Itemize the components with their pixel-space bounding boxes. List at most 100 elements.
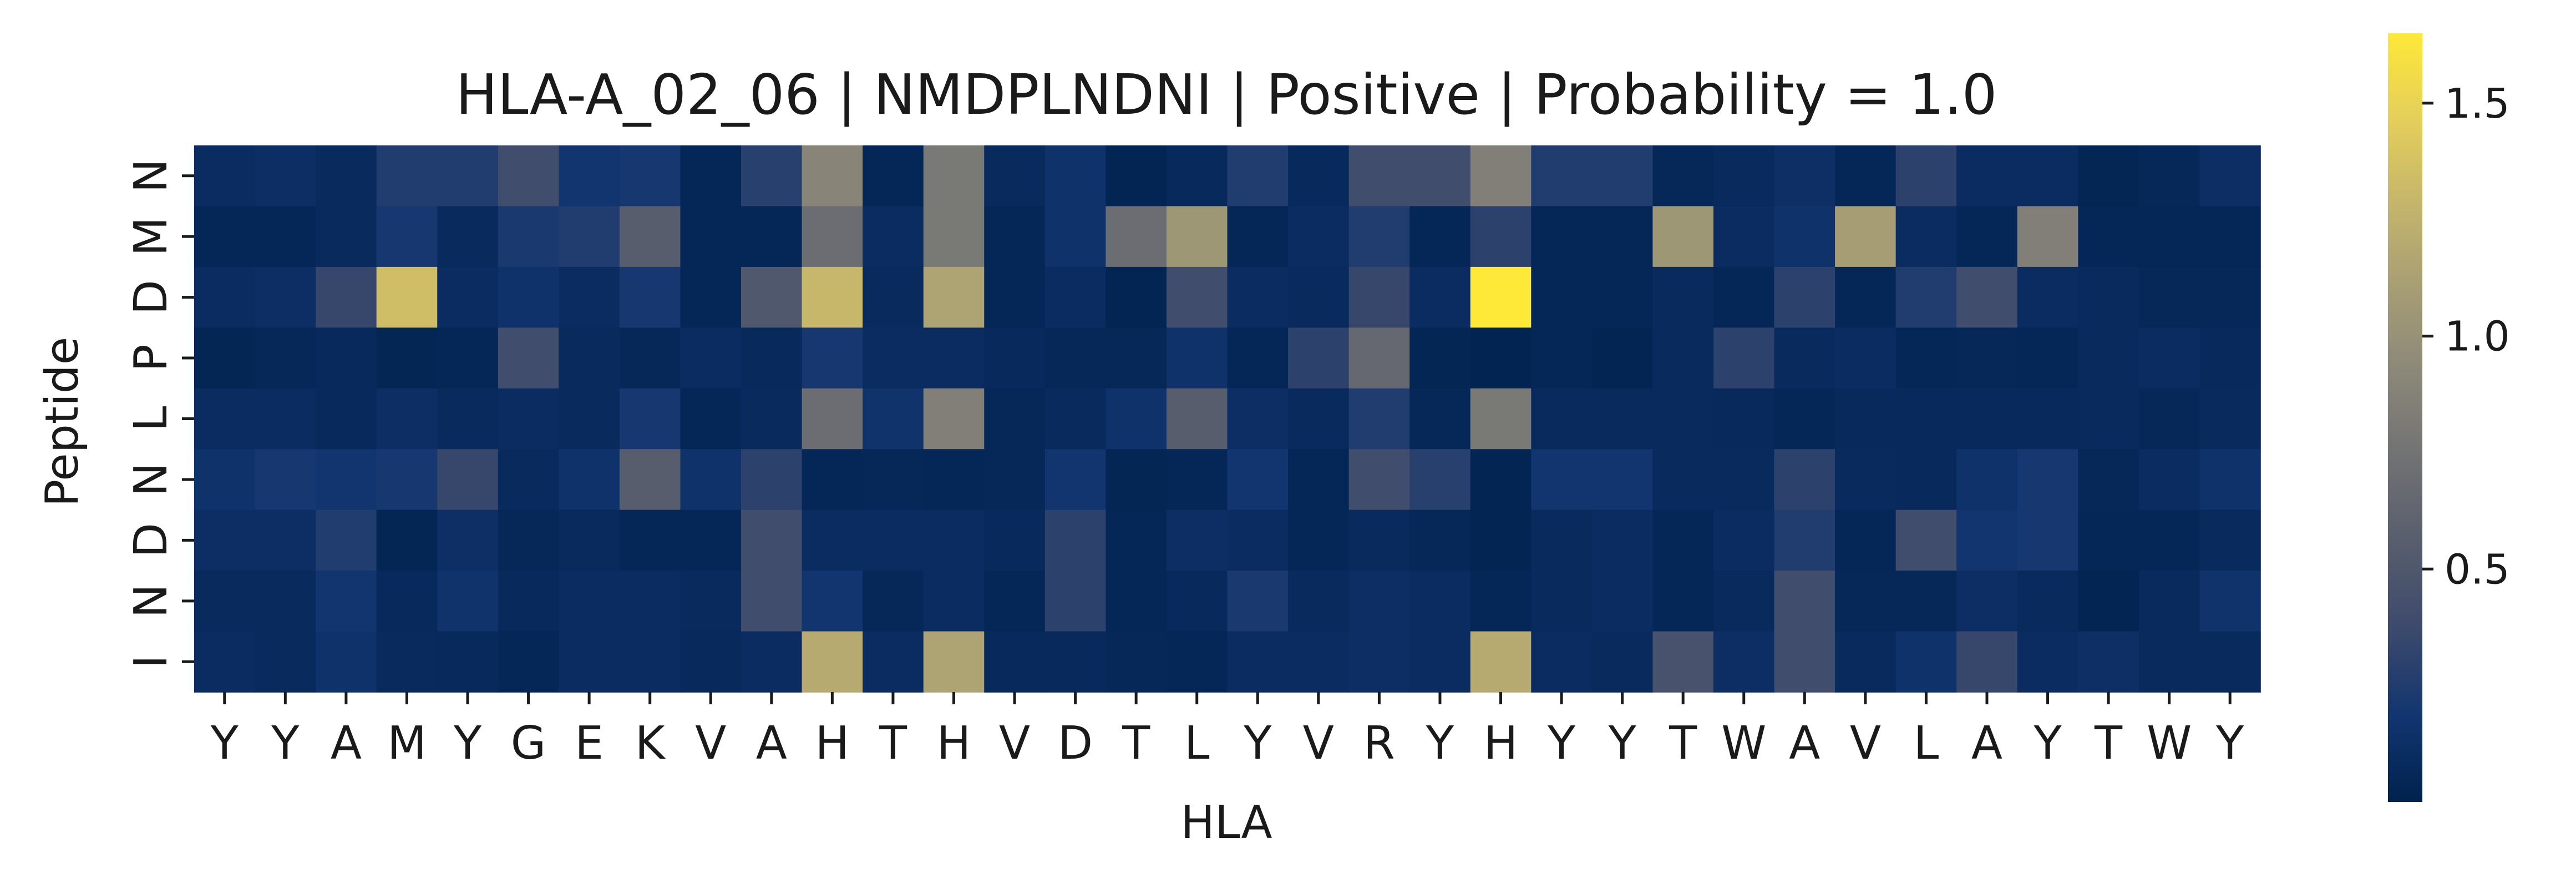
heatmap-cell — [2078, 206, 2139, 268]
heatmap-cell — [1409, 509, 1471, 571]
heatmap-cell — [559, 327, 620, 389]
y-tick-label: D — [125, 523, 178, 558]
heatmap-cell — [2017, 388, 2079, 450]
heatmap-cell — [1409, 145, 1471, 207]
x-tick-label: K — [635, 717, 666, 770]
heatmap-cell — [1166, 449, 1228, 511]
heatmap-cell — [316, 388, 377, 450]
heatmap-cell — [1895, 449, 1958, 511]
heatmap-cell — [680, 631, 742, 693]
heatmap-cell — [984, 266, 1046, 329]
heatmap-cell — [2078, 388, 2139, 450]
x-tick-label: H — [1484, 717, 1518, 770]
heatmap-cell — [1166, 206, 1228, 268]
heatmap-cell — [863, 206, 924, 268]
heatmap-cell — [2199, 327, 2261, 389]
heatmap-cell — [1409, 388, 1471, 450]
heatmap-cell — [1044, 327, 1107, 389]
heatmap-cell — [1774, 388, 1835, 450]
heatmap-cell — [1531, 206, 1593, 268]
heatmap-cell — [2138, 509, 2200, 571]
x-tick-label: A — [1789, 717, 1820, 770]
heatmap-cell — [1956, 145, 2018, 207]
heatmap-cell — [2017, 449, 2079, 511]
heatmap-cell — [1774, 449, 1835, 511]
heatmap-cell — [619, 388, 681, 450]
heatmap-cell — [194, 388, 256, 450]
heatmap-cell — [802, 145, 863, 207]
heatmap-cell — [1409, 206, 1471, 268]
heatmap-cell — [923, 388, 985, 450]
heatmap-cell — [1227, 388, 1289, 450]
heatmap-cell — [863, 571, 924, 632]
heatmap-cell — [376, 327, 438, 389]
heatmap-cell — [376, 266, 438, 329]
heatmap-cell — [1470, 571, 1532, 632]
heatmap-cell — [1348, 571, 1410, 632]
heatmap-cell — [376, 509, 438, 571]
heatmap-cell — [1774, 145, 1835, 207]
colorbar-tick-label: 0.5 — [2445, 546, 2510, 593]
heatmap-cell — [1227, 571, 1289, 632]
heatmap-cell — [1227, 509, 1289, 571]
heatmap-cell — [437, 571, 499, 632]
heatmap-cell — [923, 631, 985, 693]
heatmap-cell — [2138, 206, 2200, 268]
heatmap-cell — [1531, 388, 1593, 450]
heatmap-cell — [923, 327, 985, 389]
heatmap-cell — [1166, 631, 1228, 693]
heatmap-cell — [376, 631, 438, 693]
heatmap-cell — [923, 206, 985, 268]
heatmap-cell — [2017, 509, 2079, 571]
heatmap-cell — [1895, 388, 1958, 450]
x-tick-label: H — [937, 717, 971, 770]
heatmap-cell — [1531, 571, 1593, 632]
heatmap-cell — [680, 388, 742, 450]
y-tick-label: N — [125, 462, 178, 496]
heatmap-cell — [1106, 327, 1167, 389]
heatmap-cell — [1227, 206, 1289, 268]
heatmap-cell — [1106, 449, 1167, 511]
x-tick-label: L — [1914, 717, 1939, 770]
heatmap-cell — [1288, 631, 1350, 693]
heatmap-cell — [2017, 206, 2079, 268]
heatmap-cell — [802, 206, 863, 268]
heatmap-cells — [194, 145, 2261, 693]
heatmap-cell — [741, 327, 803, 389]
heatmap-cell — [1835, 388, 1896, 450]
heatmap-cell — [741, 145, 803, 207]
heatmap-cell — [1895, 266, 1958, 329]
y-tick-label: P — [125, 344, 178, 371]
heatmap-cell — [1470, 327, 1532, 389]
heatmap-cell — [2078, 631, 2139, 693]
heatmap-cell — [1288, 449, 1350, 511]
heatmap-cell — [1652, 509, 1714, 571]
heatmap-cell — [1713, 327, 1775, 389]
heatmap-cell — [255, 631, 316, 693]
heatmap-cell — [1895, 571, 1958, 632]
heatmap-cell — [863, 327, 924, 389]
heatmap-cell — [984, 388, 1046, 450]
heatmap-cell — [1166, 327, 1228, 389]
heatmap-cell — [498, 571, 560, 632]
heatmap-cell — [1652, 388, 1714, 450]
heatmap-cell — [376, 388, 438, 450]
heatmap-cell — [498, 631, 560, 693]
heatmap-cell — [863, 631, 924, 693]
x-tick-label: Y — [271, 717, 300, 770]
heatmap-cell — [1166, 571, 1228, 632]
heatmap-cell — [1774, 266, 1835, 329]
heatmap-cell — [1106, 145, 1167, 207]
heatmap-cell — [1591, 266, 1654, 329]
heatmap-cell — [2138, 266, 2200, 329]
heatmap-cell — [680, 509, 742, 571]
heatmap-cell — [680, 449, 742, 511]
heatmap-cell — [1835, 327, 1896, 389]
heatmap-cell — [498, 206, 560, 268]
heatmap-cell — [498, 327, 560, 389]
heatmap-cell — [316, 449, 377, 511]
heatmap-cell — [680, 266, 742, 329]
heatmap-cell — [863, 388, 924, 450]
x-tick-label: Y — [1547, 717, 1576, 770]
heatmap-cell — [316, 266, 377, 329]
